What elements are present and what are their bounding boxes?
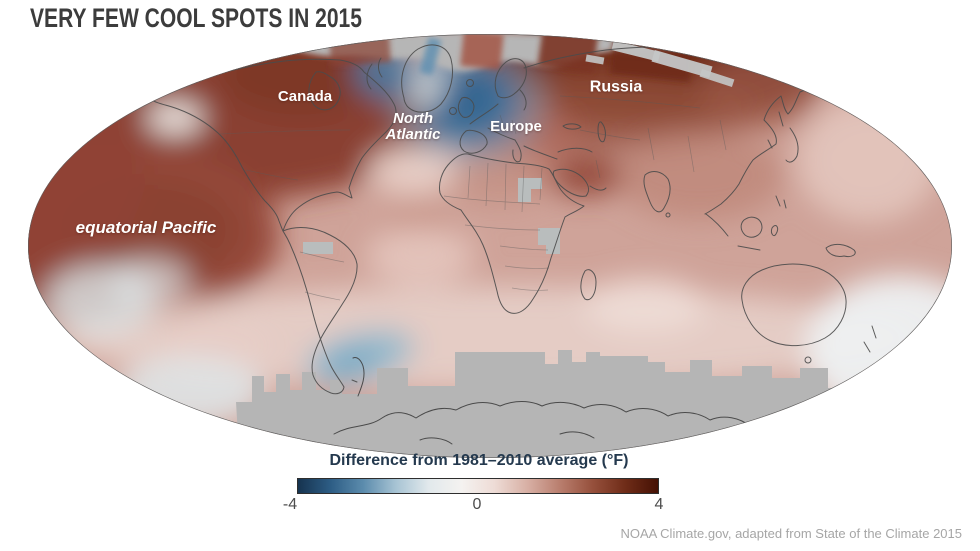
legend-tick-min: -4 xyxy=(282,496,298,513)
coastlines xyxy=(103,44,877,445)
page-title: VERY FEW COOL SPOTS IN 2015 xyxy=(30,3,362,33)
legend-title: Difference from 1981–2010 average (°F) xyxy=(329,452,629,469)
legend-colorbar xyxy=(297,478,659,494)
attribution-text: NOAA Climate.gov, adapted from State of … xyxy=(620,526,962,541)
world-map xyxy=(28,34,952,458)
legend-tick-max: 4 xyxy=(654,496,664,513)
country-borders xyxy=(219,95,727,301)
legend-tick-zero: 0 xyxy=(472,496,482,513)
